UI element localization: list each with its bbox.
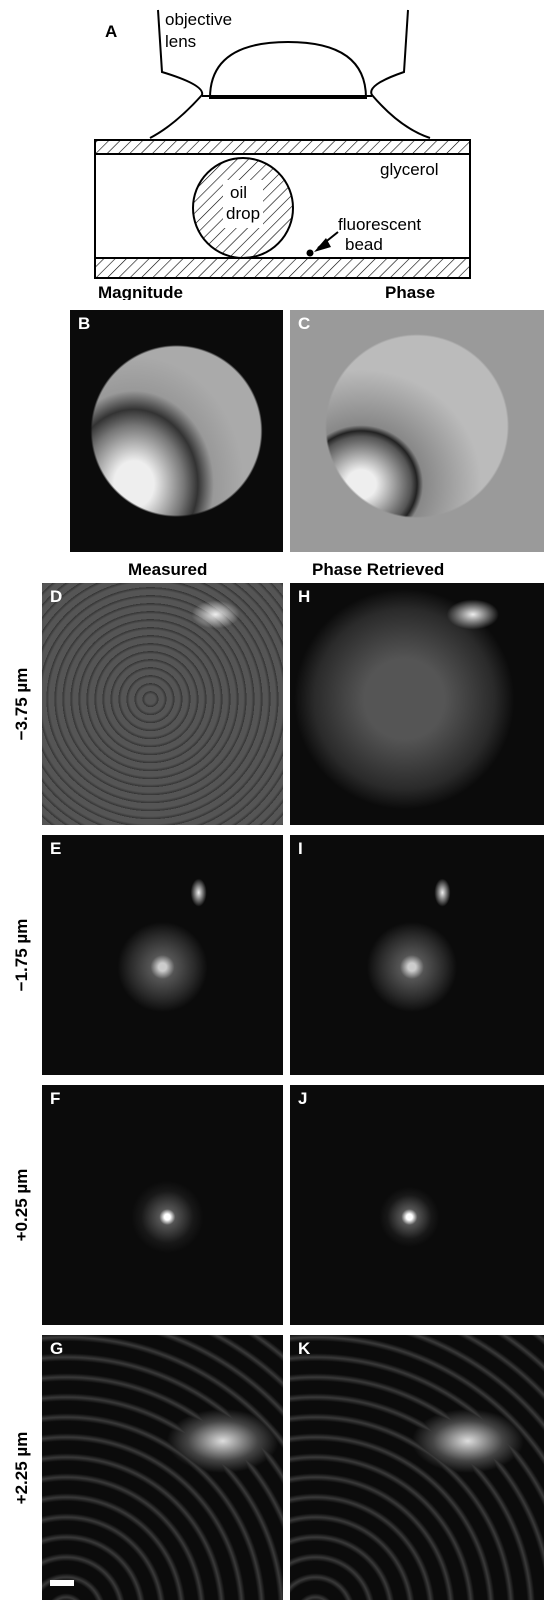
bottom-slide [95, 258, 470, 278]
panel-label: J [298, 1089, 307, 1109]
panel-label: I [298, 839, 303, 859]
label: glycerol [380, 160, 439, 179]
row-label-text: +0.25 µm [12, 1169, 32, 1242]
image: K [290, 1335, 544, 1600]
image: J [290, 1085, 544, 1325]
label: Magnitude [98, 283, 183, 300]
label: lens [165, 32, 196, 51]
bead [307, 250, 314, 257]
label: bead [345, 235, 383, 254]
column-header: Phase Retrieved [312, 560, 444, 580]
row-label-text: +2.25 µm [12, 1432, 32, 1505]
panel-label: F [50, 1089, 60, 1109]
image-magnitude: B [70, 310, 283, 552]
top-slide [95, 140, 470, 154]
label: fluorescent [338, 215, 421, 234]
image: D [42, 583, 283, 825]
label: Phase [385, 283, 435, 300]
panel-label: E [50, 839, 61, 859]
panel-label: B [78, 314, 90, 334]
scale-bar [50, 1580, 74, 1586]
panel-label: D [50, 587, 62, 607]
diagram: A objective lens glycerol oil drop fluor… [0, 0, 544, 300]
image: E [42, 835, 283, 1075]
objective-lens [150, 10, 430, 138]
label: objective [165, 10, 232, 29]
row-label-text: −3.75 µm [12, 668, 32, 741]
panel-label: K [298, 1339, 310, 1359]
label: drop [226, 204, 260, 223]
panel-label: C [298, 314, 310, 334]
figure: A objective lens glycerol oil drop fluor… [0, 0, 544, 1609]
image: G [42, 1335, 283, 1600]
panel-label: H [298, 587, 310, 607]
panel-label: A [105, 22, 117, 41]
image-phase: C [290, 310, 544, 552]
panel-label: G [50, 1339, 63, 1359]
column-header: Measured [128, 560, 207, 580]
image: I [290, 835, 544, 1075]
label: oil [230, 183, 247, 202]
row-label-text: −1.75 µm [12, 919, 32, 992]
image: H [290, 583, 544, 825]
image: F [42, 1085, 283, 1325]
